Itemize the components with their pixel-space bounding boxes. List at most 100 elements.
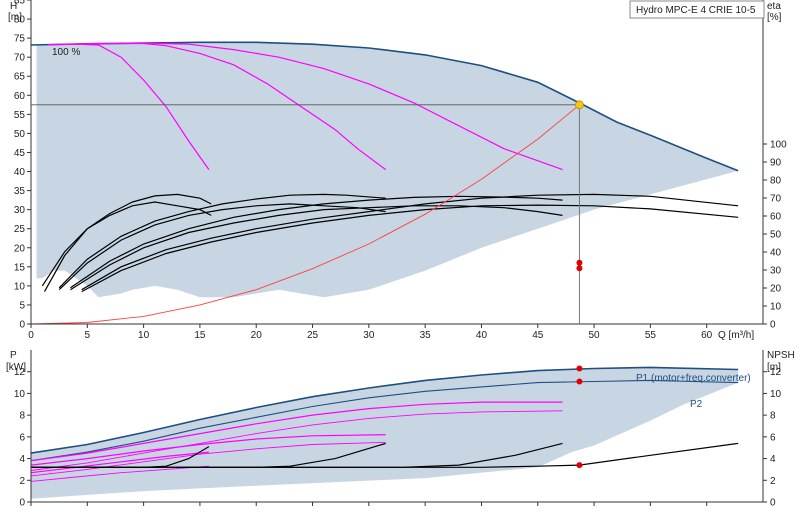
left-tick-label: 4 — [19, 454, 25, 465]
power-chart: 0 2 4 6 8 10 12 0 2 4 6 8 10 12 — [14, 350, 782, 509]
operating-envelope — [31, 367, 739, 499]
right-tick-label: 10 — [770, 302, 782, 313]
left-tick-label: 10 — [14, 281, 26, 292]
right-tick-label: 80 — [770, 176, 782, 187]
power-marker — [576, 365, 583, 372]
efficiency-marker — [576, 265, 583, 272]
series-reduced-P1-4 — [30, 451, 209, 474]
series-npsh-13 — [31, 442, 739, 468]
x-tick-label: 35 — [420, 330, 432, 341]
operating-envelope — [31, 42, 739, 298]
right-axis-label: eta — [767, 1, 781, 12]
left-tick-label: 85 — [14, 0, 26, 7]
right-tick-label: 40 — [770, 248, 782, 259]
title-box — [629, 0, 765, 19]
series-reduced-P2-7 — [30, 441, 386, 477]
curve-annotation: 100 % — [52, 47, 80, 58]
legend-p1: P1 (motor+freq.converter) — [636, 373, 751, 384]
left-tick-label: 40 — [14, 167, 26, 178]
x-tick-label: 55 — [645, 330, 657, 341]
series-reduced-P1-8 — [30, 401, 563, 462]
npsh-axis-unit: [m] — [767, 362, 781, 373]
series-reduced-P2-5 — [30, 465, 209, 482]
left-tick-label: 80 — [14, 15, 26, 26]
left-tick-label: 12 — [14, 367, 26, 378]
left-tick-label: 50 — [14, 129, 26, 140]
power-axis-unit: [kW] — [6, 362, 26, 373]
left-axis-unit: [m] — [8, 12, 22, 23]
x-tick-label: 30 — [363, 330, 375, 341]
series-efficiency-9 — [58, 193, 386, 289]
x-tick-label: 45 — [532, 330, 544, 341]
left-tick-label: 10 — [14, 389, 26, 400]
chart-title: Hydro MPC-E 4 CRIE 10-5 — [636, 5, 756, 16]
right-tick-label: 4 — [770, 454, 776, 465]
right-tick-label: 70 — [770, 194, 782, 205]
right-tick-label: 100 — [770, 140, 787, 151]
right-tick-label: 20 — [770, 284, 782, 295]
x-tick-label: 5 — [85, 330, 91, 341]
left-tick-label: 70 — [14, 53, 26, 64]
left-tick-label: 35 — [14, 186, 26, 197]
series-P1-2 — [30, 366, 739, 454]
series-efficiency-10 — [70, 205, 563, 291]
left-tick-label: 30 — [14, 205, 26, 216]
series-efficiency-13 — [81, 193, 739, 291]
right-tick-label: 12 — [770, 367, 782, 378]
left-tick-label: 75 — [14, 34, 26, 45]
left-axis-label: H — [10, 1, 17, 12]
x-axis-label: Q [m³/h] — [718, 330, 754, 341]
duty-point-marker — [575, 100, 584, 110]
right-tick-label: 50 — [770, 230, 782, 241]
series-max-speed-2 — [30, 41, 739, 172]
left-tick-label: 6 — [19, 432, 25, 443]
right-tick-label: 6 — [770, 432, 776, 443]
left-tick-label: 2 — [19, 476, 25, 487]
left-tick-label: 60 — [14, 91, 26, 102]
left-tick-label: 5 — [19, 300, 25, 311]
x-tick-label: 15 — [194, 330, 206, 341]
series-system-14 — [30, 104, 580, 325]
left-tick-label: 0 — [19, 498, 25, 509]
right-axis-unit: [%] — [767, 12, 782, 23]
x-tick-label: 60 — [701, 330, 713, 341]
left-tick-label: 55 — [14, 110, 26, 121]
x-tick-label: 10 — [138, 330, 150, 341]
series-reduced-P1-6 — [30, 434, 386, 466]
left-tick-label: 8 — [19, 411, 25, 422]
power-axis-label: P — [10, 350, 17, 361]
series-efficiency-6 — [43, 201, 212, 292]
x-tick-label: 50 — [589, 330, 601, 341]
left-tick-label: 15 — [14, 262, 26, 273]
series-efficiency-12 — [81, 204, 739, 293]
left-tick-label: 0 — [19, 320, 25, 331]
right-tick-label: 60 — [770, 212, 782, 223]
power-marker — [576, 378, 583, 385]
legend-p2: P2 — [690, 399, 703, 410]
x-tick-label: 20 — [251, 330, 263, 341]
series-reduced-P2-9 — [30, 410, 563, 471]
efficiency-marker — [576, 259, 583, 266]
left-tick-label: 25 — [14, 224, 26, 235]
x-tick-label: 0 — [28, 330, 34, 341]
x-tick-label: 40 — [476, 330, 488, 341]
right-tick-label: 2 — [770, 476, 776, 487]
power-marker — [576, 462, 583, 469]
series-reduced-speed-5 — [64, 42, 563, 171]
series-efficiency-7 — [41, 193, 212, 287]
series-efficiency-8 — [58, 203, 386, 291]
right-tick-label: 0 — [770, 498, 776, 509]
series-P2-3 — [30, 379, 739, 462]
right-tick-label: 90 — [770, 158, 782, 169]
right-tick-label: 0 — [770, 320, 776, 331]
left-tick-label: 45 — [14, 148, 26, 159]
right-tick-label: 8 — [770, 411, 776, 422]
right-tick-label: 30 — [770, 266, 782, 277]
head-chart: 0510152025303540455055606570758085010203… — [14, 0, 787, 341]
x-tick-label: 25 — [307, 330, 319, 341]
right-tick-label: 10 — [770, 389, 782, 400]
npsh-axis-label: NPSH — [767, 350, 795, 361]
left-tick-label: 65 — [14, 72, 26, 83]
left-tick-label: 20 — [14, 243, 26, 254]
